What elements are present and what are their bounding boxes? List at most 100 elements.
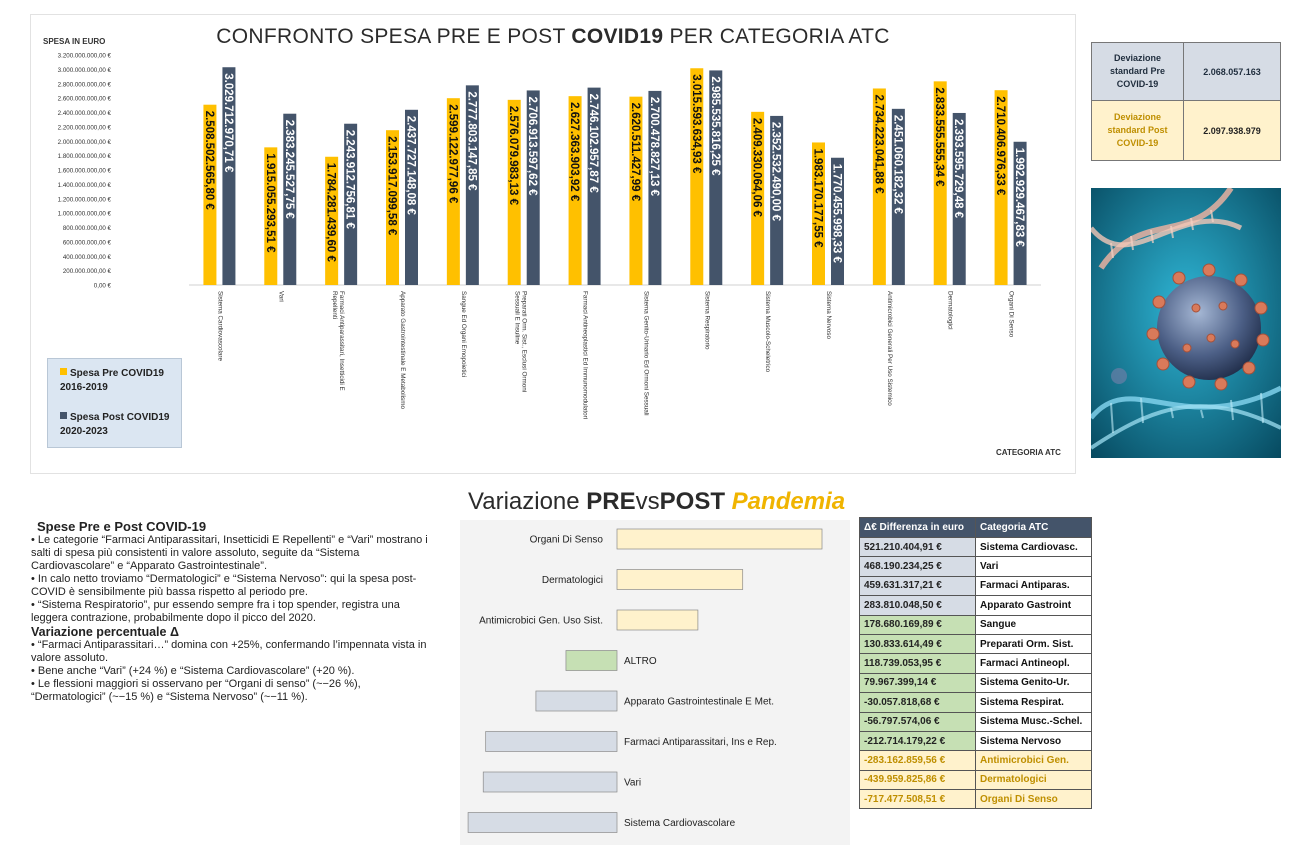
difference-value: -439.959.825,86 € (859, 769, 976, 791)
difference-value: -717.477.508,51 € (859, 789, 976, 810)
y-tick-label: 1.800.000.000,00 € (58, 153, 112, 160)
table-row: -283.162.859,56 € Antimicrobici Gen. (859, 750, 1092, 771)
table-row: -30.057.818,68 € Sistema Respirat. (859, 692, 1092, 713)
variation-bar (616, 609, 699, 631)
x-tick-label: Sistema Respiratorio (703, 291, 710, 350)
bar-value-label: 2.833.555.555,34 € (933, 87, 945, 187)
category-name: Vari (975, 556, 1092, 577)
analysis-notes: Spese Pre e Post COVID-19 • Le categorie… (31, 520, 431, 704)
bar-value-label: 2.352.532.490,00 € (770, 122, 782, 222)
std-dev-pre-row: Deviazione standard Pre COVID-19 2.068.0… (1091, 42, 1281, 101)
y-tick-label: 400.000.000,00 € (63, 254, 112, 261)
main-chart-panel: 0,00 € 200.000.000,00 € 400.000.000,00 € 60… (30, 14, 1076, 474)
bar-value-label: 2.706.913.597,62 € (526, 96, 538, 196)
bar-pre (568, 96, 582, 285)
bar-post (283, 113, 297, 286)
bar-pre (325, 156, 339, 285)
table-row: 118.739.053,95 € Farmaci Antineopl. (859, 653, 1092, 674)
variation-bar (565, 650, 618, 671)
x-tick-label: Antimicrobici Generali Per Uso Sistemico (886, 291, 893, 406)
x-tick-label: Sistema Genito-Urinario Ed Ormoni Sessua… (642, 291, 649, 416)
y-tick-label: 3.200.000.000,00 € (58, 53, 112, 60)
difference-value: 79.967.399,14 € (859, 672, 976, 694)
header-category: Categoria ATC (975, 517, 1092, 538)
x-tick-label: Repellenti (331, 291, 338, 319)
std-dev-post-value: 2.097.938.979 (1183, 100, 1281, 161)
category-name: Sistema Genito-Ur. (975, 672, 1092, 694)
y-tick-label: 1.600.000.000,00 € (58, 168, 112, 175)
bar-pre (751, 111, 765, 285)
bar-value-label: 1.992.929.467,83 € (1013, 148, 1025, 248)
bar-post (709, 70, 723, 285)
variation-bar (482, 771, 618, 793)
header-difference: Δ€ Differenza in euro (859, 517, 976, 538)
y-tick-label: 1.000.000.000,00 € (58, 211, 112, 218)
bar-value-label: 2.700.478.827,13 € (648, 97, 660, 197)
bar-value-label: 2.710.406.976,33 € (994, 96, 1006, 196)
category-name: Organi Di Senso (975, 789, 1092, 810)
x-tick-label: Organi Di Senso (1008, 291, 1015, 338)
chart-title: CONFRONTO SPESA PRE E POST COVID19 PER C… (216, 25, 890, 48)
category-name: Sistema Respirat. (975, 692, 1092, 713)
variation-category-label: Antimicrobici Gen. Uso Sist. (479, 616, 603, 627)
bar-value-label: 1.983.170.177,55 € (812, 148, 824, 248)
category-name: Sangue (975, 614, 1092, 635)
bar-value-label: 2.383.245.527,75 € (283, 120, 295, 220)
notes-heading-spese: Spese Pre e Post COVID-19 (37, 519, 207, 534)
bar-value-label: 3.015.593.634,93 € (690, 74, 702, 174)
y-tick-label: 0,00 € (94, 283, 112, 290)
y-tick-label: 2.200.000.000,00 € (58, 124, 112, 131)
bar-post (222, 67, 236, 285)
bar-pre (264, 147, 278, 285)
bar-post (1013, 141, 1027, 285)
bar-post (587, 87, 601, 286)
bar-pre (386, 130, 399, 285)
difference-value: 521.210.404,91 € (859, 536, 976, 558)
x-tick-label: Sistema Cardiovascolare (216, 291, 223, 361)
bar-value-label: 3.029.712.970,71 € (222, 73, 234, 173)
y-tick-label: 2.600.000.000,00 € (58, 96, 112, 103)
difference-table-header: Δ€ Differenza in euro Categoria ATC (859, 517, 1092, 538)
notes-paragraph: • “Sistema Respiratorio”, pur essendo se… (31, 599, 400, 624)
bar-pre (446, 98, 460, 285)
difference-value: -212.714.179,22 € (859, 730, 976, 752)
bar-value-label: 2.985.535.816,25 € (709, 76, 721, 176)
bar-pre (203, 104, 217, 285)
chart-legend: Spesa Pre COVID19 2016-2019 Spesa Post C… (47, 358, 182, 448)
table-row: -56.797.574,06 € Sistema Musc.-Schel. (859, 711, 1092, 732)
std-dev-post-row: Deviazione standard Post COVID-19 2.097.… (1091, 100, 1281, 161)
variation-bar-chart: Organi Di Senso Dermatologici Antimicrobic… (467, 528, 823, 833)
bar-value-label: 2.576.079.983,13 € (507, 106, 519, 206)
bar-post (648, 90, 662, 286)
difference-value: 130.833.614,49 € (859, 633, 976, 655)
category-name: Antimicrobici Gen. (975, 750, 1092, 771)
table-row: 468.190.234,25 € Vari (859, 556, 1092, 577)
table-row: -717.477.508,51 € Organi Di Senso (859, 789, 1092, 810)
variation-bar (616, 569, 744, 590)
variation-category-label: Farmaci Antiparassitari, Ins e Rep. (624, 737, 777, 748)
y-tick-label: 3.000.000.000,00 € (58, 67, 112, 74)
difference-value: -283.162.859,56 € (859, 750, 976, 771)
y-axis-title: SPESA IN EURO (43, 37, 106, 46)
bar-value-label: 2.746.102.957,87 € (587, 94, 599, 194)
bar-value-label: 2.734.223.041,88 € (872, 94, 884, 194)
x-tick-label: Farmaci Antiparassitari, Insetticidi E (338, 291, 345, 391)
category-name: Preparati Orm. Sist. (975, 633, 1092, 655)
bar-pre (629, 96, 643, 285)
bar-post (344, 123, 358, 285)
main-bar-chart: 0,00 € 200.000.000,00 € 400.000.000,00 € 60… (58, 53, 1041, 419)
x-tick-label: Apparato Gastrointestinale E Metabolismo (399, 291, 406, 409)
bar-value-label: 2.451.060.182,32 € (891, 115, 903, 215)
table-row: -439.959.825,86 € Dermatologici (859, 769, 1092, 791)
std-dev-pre-label: Deviazione standard Pre COVID-19 (1091, 42, 1184, 101)
bar-value-label: 2.620.511.427,99 € (629, 103, 641, 202)
notes-paragraph: • “Farmaci Antiparassitari…” domina con … (31, 639, 427, 664)
bar-value-label: 1.915.055.293,51 € (264, 153, 276, 253)
x-tick-label: Vari (277, 291, 284, 302)
y-tick-label: 800.000.000,00 € (63, 225, 112, 232)
bar-pre (933, 81, 947, 285)
variation-category-label: Organi Di Senso (530, 535, 604, 546)
legend-swatch-post (60, 412, 67, 419)
y-tick-label: 200.000.000,00 € (63, 268, 112, 275)
y-tick-label: 1.400.000.000,00 € (58, 182, 112, 189)
